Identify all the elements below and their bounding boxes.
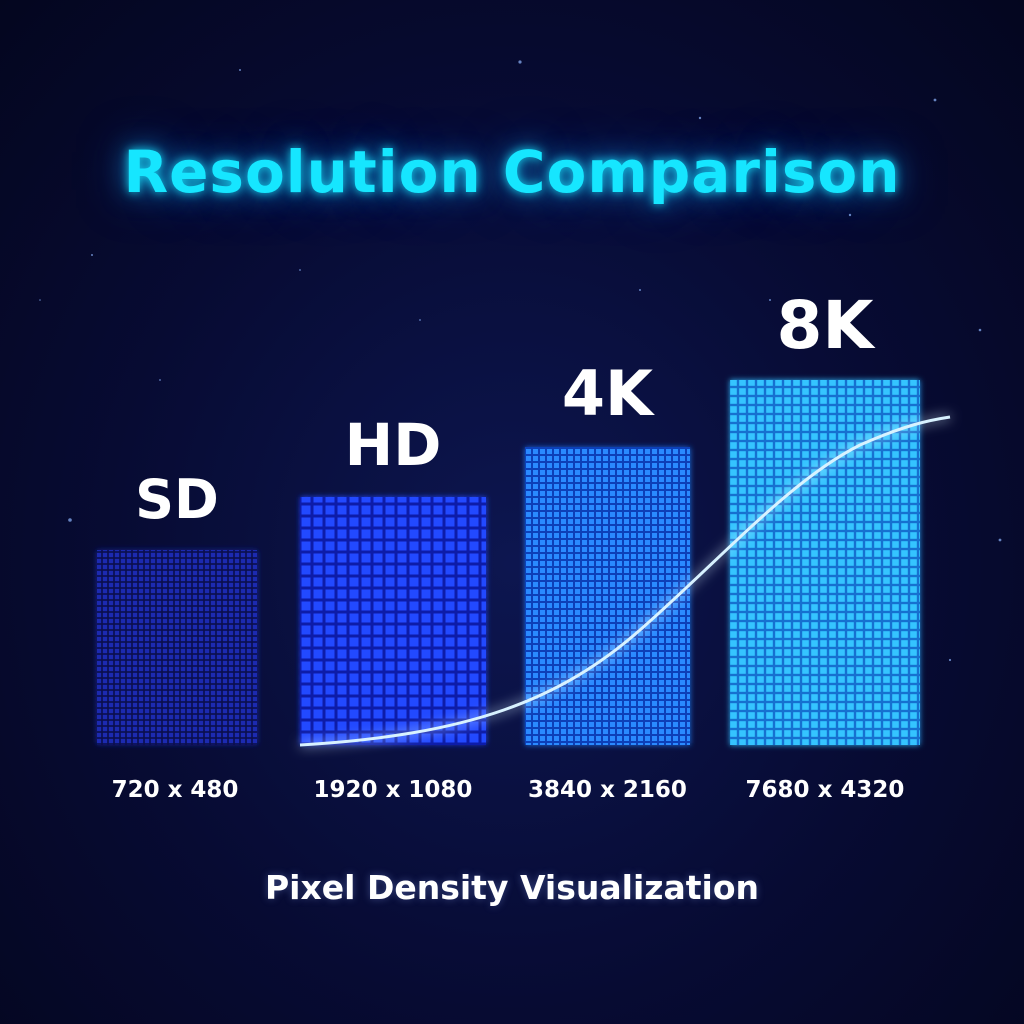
- star-dot: [769, 299, 771, 301]
- star-dot: [68, 518, 72, 522]
- resolution-tick-label: 3840 x 2160: [528, 777, 687, 803]
- category-label: 4K: [562, 357, 655, 430]
- star-dot: [948, 658, 952, 662]
- star-dot: [299, 269, 301, 271]
- star-dot: [419, 319, 421, 321]
- bar-hd: [300, 497, 486, 745]
- resolution-tick-label: 1920 x 1080: [314, 777, 473, 803]
- star-dot: [518, 60, 522, 64]
- category-label: HD: [345, 411, 442, 479]
- resolution-tick-label: 720 x 480: [112, 777, 239, 803]
- star-dot: [639, 289, 641, 291]
- trend-curve: [299, 415, 951, 747]
- star-dot: [39, 299, 41, 301]
- category-label: SD: [135, 468, 219, 531]
- category-labels: SD HD 4K 8K: [135, 287, 876, 531]
- star-dot: [91, 254, 93, 256]
- resolution-tick-label: 7680 x 4320: [746, 777, 905, 803]
- star-dot: [933, 98, 937, 102]
- star-dot: [978, 328, 982, 332]
- category-label: 8K: [776, 287, 876, 364]
- star-dot: [998, 538, 1002, 542]
- tick-labels: 720 x 480 1920 x 1080 3840 x 2160 7680 x 43…: [112, 777, 905, 803]
- star-dot: [239, 69, 241, 71]
- star-dot: [159, 379, 161, 381]
- chart-subtitle: Pixel Density Visualization: [265, 868, 759, 907]
- bar-4k: [525, 447, 690, 745]
- star-dot: [698, 116, 702, 120]
- bar-sd: [97, 550, 257, 745]
- star-field: [39, 60, 1002, 662]
- bar-8k: [730, 380, 920, 745]
- star-dot: [848, 213, 852, 217]
- chart-title: Resolution Comparison: [123, 138, 901, 206]
- bars-group: [97, 380, 920, 745]
